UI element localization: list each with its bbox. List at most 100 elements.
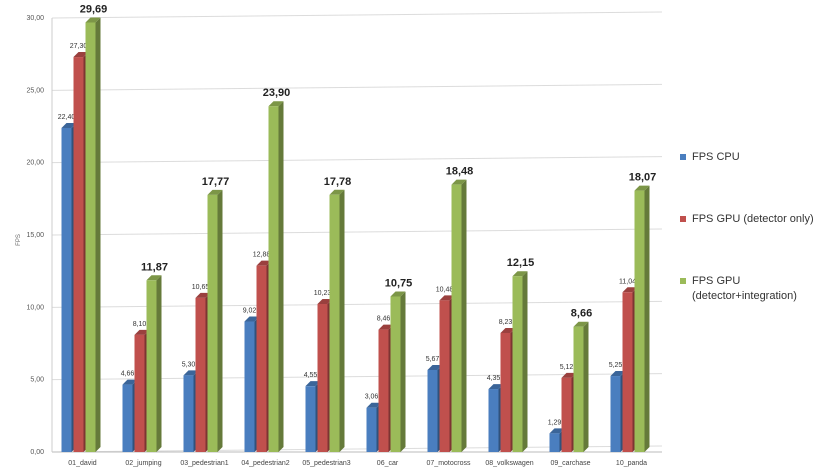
legend-item-gpu-detector: FPS GPU (detector only) xyxy=(680,212,814,227)
x-tick-label: 01_david xyxy=(68,460,97,467)
bar-side xyxy=(339,189,345,453)
bar-1 xyxy=(134,334,145,452)
bar-top xyxy=(146,275,162,281)
bar-1 xyxy=(256,265,267,452)
y-tick-label: 10,00 xyxy=(26,304,44,311)
bar-0 xyxy=(488,389,499,452)
data-label: 27,30 xyxy=(70,43,88,50)
gridline xyxy=(51,11,663,19)
data-label: 10,48 xyxy=(436,286,454,293)
bar-top xyxy=(305,381,321,387)
bar-side xyxy=(156,275,162,452)
bar-0 xyxy=(244,321,255,452)
data-label: 8,10 xyxy=(133,321,147,328)
x-tick-label: 05_pedestrian3 xyxy=(302,460,350,467)
x-tick-label: 03_pedestrian1 xyxy=(180,460,228,467)
legend-swatch-gpu-integration xyxy=(680,278,686,284)
x-tick-label: 06_car xyxy=(377,460,399,467)
data-label: 5,25 xyxy=(609,362,623,369)
data-label: 1,29 xyxy=(548,419,562,426)
y-axis-label: FPS xyxy=(16,234,22,246)
bar-1 xyxy=(500,332,511,452)
bar-2 xyxy=(634,190,645,452)
bar-top xyxy=(366,402,382,408)
bar-0 xyxy=(610,376,621,452)
gridline xyxy=(51,83,663,91)
bar-top xyxy=(378,324,394,330)
bar-1 xyxy=(561,377,572,452)
legend-label-gpu-integration: FPS GPU (detector+integration) xyxy=(692,275,797,302)
legend-label-gpu-detector: FPS GPU (detector only) xyxy=(692,213,814,225)
data-label: 12,15 xyxy=(507,257,535,269)
data-label: 23,90 xyxy=(263,87,291,99)
bar-top xyxy=(610,371,626,377)
bar-1 xyxy=(378,329,389,452)
bar-side xyxy=(522,271,528,452)
bar-top xyxy=(61,122,77,128)
y-tick-label: 20,00 xyxy=(26,160,44,167)
bar-side xyxy=(95,17,101,452)
data-label: 8,46 xyxy=(377,316,391,323)
bar-0 xyxy=(549,433,560,452)
bar-side xyxy=(644,185,650,452)
bar-top xyxy=(427,364,443,370)
bar-top xyxy=(622,287,638,293)
bar-side xyxy=(461,179,467,452)
y-tick-label: 5,00 xyxy=(30,377,44,384)
data-label: 18,07 xyxy=(629,172,657,184)
bar-side xyxy=(583,321,589,452)
data-label: 22,40 xyxy=(58,114,76,121)
gridline xyxy=(51,156,663,164)
bar-top xyxy=(329,189,345,195)
data-label: 10,23 xyxy=(314,290,332,297)
bar-2 xyxy=(146,280,157,452)
bar-2 xyxy=(451,184,462,452)
data-label: 5,67 xyxy=(426,356,440,363)
x-tick-label: 10_panda xyxy=(616,460,647,467)
x-tick-label: 09_carchase xyxy=(550,460,590,467)
bar-top xyxy=(134,329,150,335)
data-label: 10,75 xyxy=(385,277,413,289)
bar-side xyxy=(400,291,406,452)
data-label: 11,87 xyxy=(141,261,168,273)
bar-0 xyxy=(427,369,438,452)
bar-1 xyxy=(195,297,206,452)
legend-swatch-cpu xyxy=(680,154,686,160)
bar-top xyxy=(561,372,577,378)
data-label: 3,06 xyxy=(365,394,379,401)
x-tick-label: 08_volkswagen xyxy=(485,460,533,467)
data-label: 4,55 xyxy=(304,372,318,379)
data-label: 29,69 xyxy=(80,3,108,15)
data-label: 18,48 xyxy=(446,166,474,178)
data-label: 12,88 xyxy=(253,252,271,259)
bar-top xyxy=(634,185,650,191)
bar-2 xyxy=(329,194,340,453)
bar-2 xyxy=(207,194,218,452)
data-label: 11,04 xyxy=(619,278,636,285)
bar-top xyxy=(512,271,528,277)
bar-1 xyxy=(317,304,328,452)
bar-1 xyxy=(622,292,633,452)
y-tick-label: 25,00 xyxy=(26,87,44,94)
bar-1 xyxy=(439,300,450,452)
bar-top xyxy=(390,291,406,297)
data-label: 17,77 xyxy=(202,176,230,188)
bar-top xyxy=(268,101,284,107)
bar-side xyxy=(217,189,223,452)
bar-top xyxy=(73,52,89,58)
bar-1 xyxy=(73,57,84,453)
gridline xyxy=(51,300,663,308)
data-label: 5,30 xyxy=(182,361,196,368)
data-label: 8,66 xyxy=(571,308,592,320)
bar-0 xyxy=(183,375,194,452)
legend-label-cpu: FPS CPU xyxy=(692,151,740,163)
data-label: 10,65 xyxy=(192,284,210,291)
bar-top xyxy=(256,260,272,266)
bar-0 xyxy=(61,127,72,453)
x-tick-label: 02_jumping xyxy=(125,460,161,467)
bar-top xyxy=(500,327,516,333)
bar-side xyxy=(278,101,284,452)
legend-item-cpu: FPS CPU xyxy=(680,150,740,165)
data-label: 5,12 xyxy=(560,364,574,371)
